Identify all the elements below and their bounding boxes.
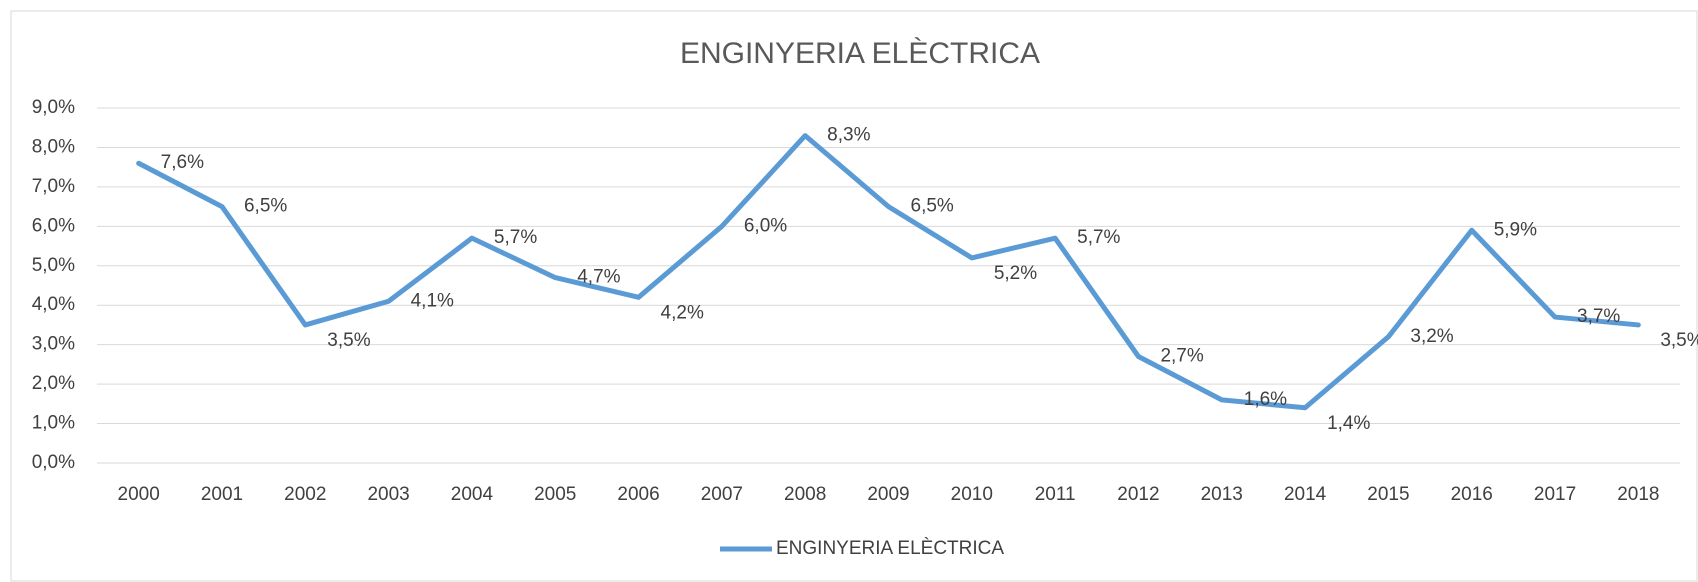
x-tick-label: 2003 bbox=[367, 484, 409, 505]
data-label: 7,6% bbox=[161, 152, 204, 173]
x-tick-label: 2008 bbox=[784, 484, 826, 505]
y-tick-label: 6,0% bbox=[32, 215, 75, 236]
y-tick-label: 4,0% bbox=[32, 294, 75, 315]
x-tick-label: 2007 bbox=[701, 484, 743, 505]
data-label: 5,7% bbox=[494, 227, 537, 248]
y-tick-label: 7,0% bbox=[32, 176, 75, 197]
x-tick-label: 2010 bbox=[951, 484, 993, 505]
x-tick-label: 2016 bbox=[1451, 484, 1493, 505]
x-tick-label: 2011 bbox=[1035, 484, 1076, 505]
x-tick-label: 2004 bbox=[451, 484, 494, 505]
data-label: 3,5% bbox=[1660, 330, 1698, 351]
data-label: 3,2% bbox=[1410, 326, 1453, 347]
data-label: 1,6% bbox=[1244, 389, 1287, 410]
x-tick-label: 2015 bbox=[1367, 484, 1409, 505]
x-tick-label: 2017 bbox=[1534, 484, 1576, 505]
y-tick-label: 9,0% bbox=[32, 97, 75, 118]
x-tick-label: 2014 bbox=[1284, 484, 1327, 505]
x-tick-label: 2018 bbox=[1617, 484, 1659, 505]
x-tick-label: 2000 bbox=[118, 484, 160, 505]
data-label: 3,5% bbox=[327, 330, 370, 351]
data-line bbox=[136, 133, 1641, 411]
data-label: 6,5% bbox=[911, 196, 954, 217]
data-label: 8,3% bbox=[827, 125, 870, 146]
legend-label: ENGINYERIA ELÈCTRICA bbox=[776, 538, 1004, 559]
x-tick-label: 2005 bbox=[534, 484, 576, 505]
y-tick-label: 2,0% bbox=[32, 373, 75, 394]
data-label: 4,2% bbox=[661, 302, 704, 323]
data-label: 3,7% bbox=[1577, 306, 1620, 327]
x-tick-label: 2001 bbox=[201, 484, 243, 505]
data-label: 5,2% bbox=[994, 263, 1037, 284]
y-tick-label: 3,0% bbox=[32, 334, 75, 355]
data-label: 6,5% bbox=[244, 196, 287, 217]
data-label: 2,7% bbox=[1160, 346, 1203, 367]
x-tick-label: 2012 bbox=[1117, 484, 1159, 505]
x-tick-label: 2009 bbox=[867, 484, 909, 505]
data-label: 4,1% bbox=[411, 290, 454, 311]
x-tick-label: 2013 bbox=[1201, 484, 1243, 505]
chart-frame bbox=[10, 10, 1698, 582]
x-tick-label: 2002 bbox=[284, 484, 326, 505]
y-tick-label: 5,0% bbox=[32, 255, 75, 276]
y-tick-label: 1,0% bbox=[32, 413, 75, 434]
y-tick-label: 8,0% bbox=[32, 136, 75, 157]
data-label: 5,7% bbox=[1077, 227, 1120, 248]
data-label: 4,7% bbox=[577, 267, 620, 288]
x-tick-label: 2006 bbox=[617, 484, 659, 505]
data-label: 5,9% bbox=[1494, 219, 1537, 240]
data-label: 1,4% bbox=[1327, 413, 1370, 434]
y-tick-label: 0,0% bbox=[32, 452, 75, 473]
data-label: 6,0% bbox=[744, 215, 787, 236]
chart-title: ENGINYERIA ELÈCTRICA bbox=[680, 37, 1040, 70]
